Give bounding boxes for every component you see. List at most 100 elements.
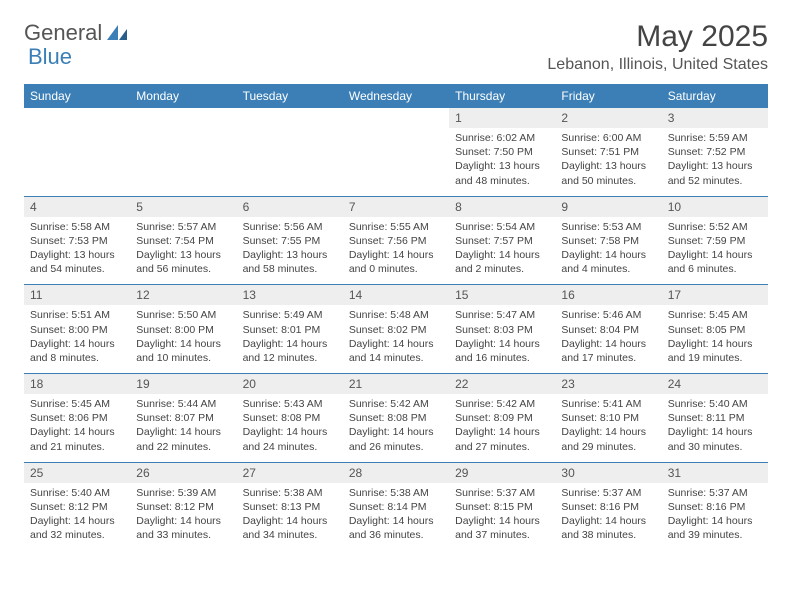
sunrise-text: Sunrise: 6:00 AM (561, 131, 655, 145)
sunset-text: Sunset: 8:06 PM (30, 411, 124, 425)
sunset-text: Sunset: 8:01 PM (243, 323, 337, 337)
sunrise-text: Sunrise: 5:37 AM (561, 486, 655, 500)
date-number: 9 (561, 200, 568, 214)
sunset-text: Sunset: 8:15 PM (455, 500, 549, 514)
sunset-text: Sunset: 8:14 PM (349, 500, 443, 514)
sunset-text: Sunset: 7:50 PM (455, 145, 549, 159)
date-number: 20 (243, 377, 256, 391)
date-number-row: 12 3 (24, 108, 768, 128)
daylight-text: Daylight: 14 hours and 33 minutes. (136, 514, 230, 542)
logo-text-blue: Blue (28, 44, 72, 69)
daylight-text: Daylight: 14 hours and 32 minutes. (30, 514, 124, 542)
date-data-cell (130, 128, 236, 196)
date-number: 6 (243, 200, 250, 214)
daylight-text: Daylight: 13 hours and 54 minutes. (30, 248, 124, 276)
sunrise-text: Sunrise: 5:56 AM (243, 220, 337, 234)
date-number-cell: 15 (449, 285, 555, 305)
sunset-text: Sunset: 7:57 PM (455, 234, 549, 248)
date-data-cell: Sunrise: 5:40 AMSunset: 8:12 PMDaylight:… (24, 483, 130, 551)
sunrise-text: Sunrise: 5:38 AM (349, 486, 443, 500)
sunrise-text: Sunrise: 5:39 AM (136, 486, 230, 500)
sunrise-text: Sunrise: 5:43 AM (243, 397, 337, 411)
date-number-cell: 16 (555, 285, 661, 305)
date-number: 10 (668, 200, 681, 214)
date-data-cell: Sunrise: 5:54 AMSunset: 7:57 PMDaylight:… (449, 217, 555, 285)
sunset-text: Sunset: 8:05 PM (668, 323, 762, 337)
calendar-location: Lebanon, Illinois, United States (547, 56, 768, 74)
daylight-text: Daylight: 14 hours and 21 minutes. (30, 425, 124, 453)
daylight-text: Daylight: 13 hours and 52 minutes. (668, 159, 762, 187)
date-number: 26 (136, 466, 149, 480)
date-number-cell: 3 (662, 108, 768, 128)
date-number-row: 18192021222324 (24, 374, 768, 394)
date-number: 8 (455, 200, 462, 214)
date-number-cell: 1 (449, 108, 555, 128)
date-data-cell: Sunrise: 5:48 AMSunset: 8:02 PMDaylight:… (343, 305, 449, 373)
sunset-text: Sunset: 8:16 PM (668, 500, 762, 514)
day-header-mon: Monday (130, 84, 236, 108)
date-number-row: 25262728293031 (24, 463, 768, 483)
date-number: 18 (30, 377, 43, 391)
date-number: 21 (349, 377, 362, 391)
daylight-text: Daylight: 14 hours and 12 minutes. (243, 337, 337, 365)
sunset-text: Sunset: 8:04 PM (561, 323, 655, 337)
sunrise-text: Sunrise: 5:57 AM (136, 220, 230, 234)
daylight-text: Daylight: 14 hours and 38 minutes. (561, 514, 655, 542)
calendar-table: Sunday Monday Tuesday Wednesday Thursday… (24, 84, 768, 550)
date-data-cell: Sunrise: 5:40 AMSunset: 8:11 PMDaylight:… (662, 394, 768, 462)
date-data-cell: Sunrise: 5:45 AMSunset: 8:05 PMDaylight:… (662, 305, 768, 373)
sunset-text: Sunset: 7:52 PM (668, 145, 762, 159)
daylight-text: Daylight: 13 hours and 56 minutes. (136, 248, 230, 276)
sunset-text: Sunset: 8:08 PM (243, 411, 337, 425)
daylight-text: Daylight: 14 hours and 34 minutes. (243, 514, 337, 542)
sunset-text: Sunset: 8:02 PM (349, 323, 443, 337)
daylight-text: Daylight: 14 hours and 26 minutes. (349, 425, 443, 453)
calendar-title: May 2025 (547, 20, 768, 54)
date-number: 2 (561, 111, 568, 125)
daylight-text: Daylight: 14 hours and 14 minutes. (349, 337, 443, 365)
daylight-text: Daylight: 14 hours and 16 minutes. (455, 337, 549, 365)
date-number-cell: 29 (449, 463, 555, 483)
date-data-row: Sunrise: 6:02 AMSunset: 7:50 PM Daylight:… (24, 128, 768, 196)
sunrise-text: Sunrise: 6:02 AM (455, 131, 549, 145)
sunset-text: Sunset: 7:59 PM (668, 234, 762, 248)
date-number-cell: 20 (237, 374, 343, 394)
date-number-cell: 21 (343, 374, 449, 394)
sunrise-text: Sunrise: 5:54 AM (455, 220, 549, 234)
date-number: 15 (455, 288, 468, 302)
date-number-cell: 14 (343, 285, 449, 305)
sunrise-text: Sunrise: 5:37 AM (668, 486, 762, 500)
sunrise-text: Sunrise: 5:55 AM (349, 220, 443, 234)
date-number-cell: 26 (130, 463, 236, 483)
date-number: 25 (30, 466, 43, 480)
date-data-cell: Sunrise: 5:57 AMSunset: 7:54 PMDaylight:… (130, 217, 236, 285)
sunset-text: Sunset: 8:12 PM (30, 500, 124, 514)
date-number-cell: 31 (662, 463, 768, 483)
daylight-text: Daylight: 14 hours and 22 minutes. (136, 425, 230, 453)
daylight-text: Daylight: 14 hours and 0 minutes. (349, 248, 443, 276)
date-data-cell: Sunrise: 6:00 AMSunset: 7:51 PMDaylight:… (555, 128, 661, 196)
date-number-cell: 5 (130, 197, 236, 217)
date-data-cell: Sunrise: 5:41 AMSunset: 8:10 PMDaylight:… (555, 394, 661, 462)
sunrise-text: Sunrise: 5:37 AM (455, 486, 549, 500)
sunrise-text: Sunrise: 5:42 AM (455, 397, 549, 411)
daylight-text: Daylight: 14 hours and 37 minutes. (455, 514, 549, 542)
sunrise-text: Sunrise: 5:45 AM (30, 397, 124, 411)
daylight-text: Daylight: 14 hours and 4 minutes. (561, 248, 655, 276)
sunrise-text: Sunrise: 5:51 AM (30, 308, 124, 322)
date-number: 22 (455, 377, 468, 391)
sunrise-text: Sunrise: 5:52 AM (668, 220, 762, 234)
date-data-cell: Sunrise: 5:37 AMSunset: 8:15 PMDaylight:… (449, 483, 555, 551)
sunset-text: Sunset: 8:00 PM (136, 323, 230, 337)
sunset-text: Sunset: 8:16 PM (561, 500, 655, 514)
date-data-cell: Sunrise: 5:47 AMSunset: 8:03 PMDaylight:… (449, 305, 555, 373)
logo-text-blue-wrap: Blue (28, 44, 72, 70)
date-data-cell: Sunrise: 5:38 AMSunset: 8:13 PMDaylight:… (237, 483, 343, 551)
date-number: 30 (561, 466, 574, 480)
date-data-cell: Sunrise: 5:39 AMSunset: 8:12 PMDaylight:… (130, 483, 236, 551)
date-data-cell (237, 128, 343, 196)
sunset-text: Sunset: 8:07 PM (136, 411, 230, 425)
date-number: 24 (668, 377, 681, 391)
sunrise-text: Sunrise: 5:41 AM (561, 397, 655, 411)
date-data-cell: Sunrise: 5:37 AMSunset: 8:16 PMDaylight:… (555, 483, 661, 551)
